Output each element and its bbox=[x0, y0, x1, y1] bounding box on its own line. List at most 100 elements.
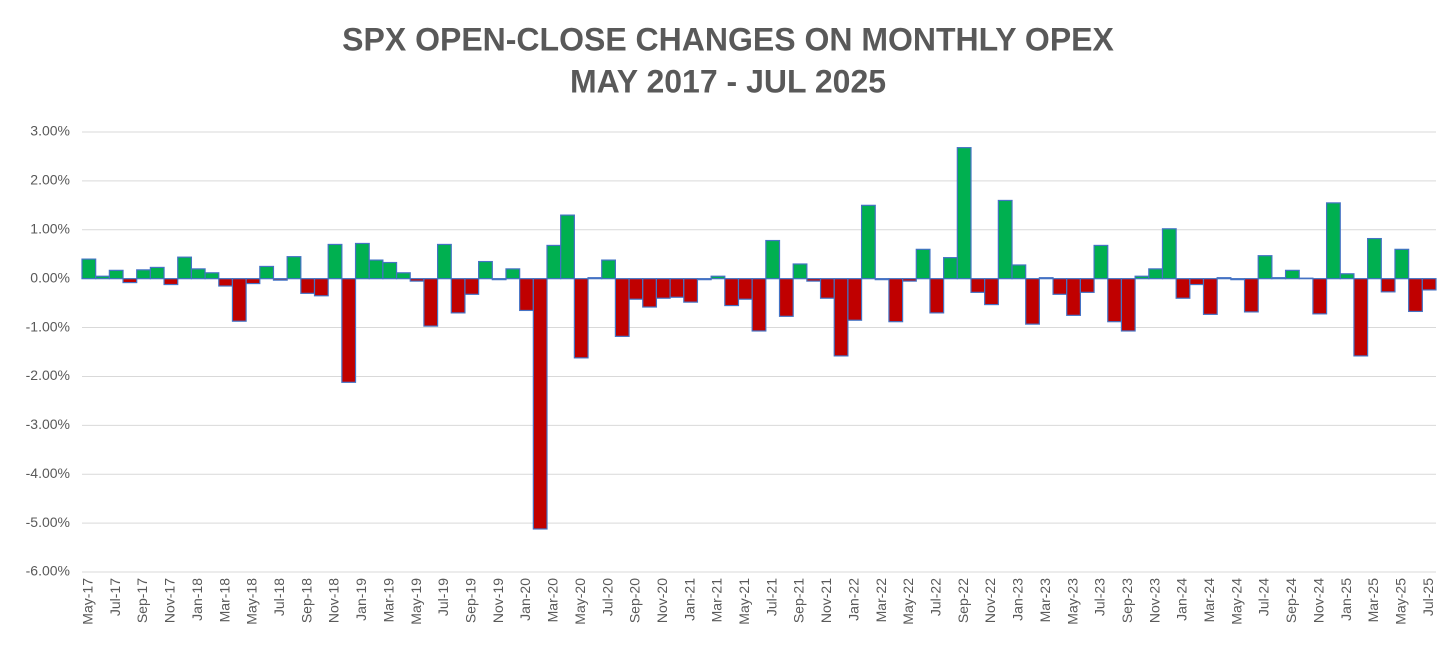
bar bbox=[573, 278, 589, 359]
bar bbox=[614, 278, 630, 337]
x-tick-label: Sep-19 bbox=[462, 578, 478, 623]
bar bbox=[1367, 237, 1382, 280]
bar bbox=[1216, 277, 1232, 280]
bar bbox=[587, 277, 603, 280]
y-tick-label: 2.00% bbox=[30, 172, 70, 188]
x-tick-label: Jan-25 bbox=[1338, 578, 1354, 621]
x-tick-label: Mar-24 bbox=[1201, 578, 1217, 623]
bar bbox=[902, 278, 917, 282]
bar bbox=[395, 272, 411, 280]
bar bbox=[259, 265, 275, 280]
bar bbox=[778, 278, 794, 317]
x-tick-label: Jul-23 bbox=[1092, 578, 1108, 616]
bar bbox=[122, 278, 138, 284]
x-tick-label: Mar-22 bbox=[873, 578, 889, 623]
bar bbox=[354, 242, 370, 280]
x-tick-label: Mar-23 bbox=[1037, 578, 1053, 623]
x-tick-label: May-17 bbox=[80, 578, 96, 625]
x-tick-label: Nov-20 bbox=[654, 578, 670, 623]
bar bbox=[696, 278, 712, 281]
bar bbox=[1025, 278, 1040, 325]
bar bbox=[1038, 277, 1054, 280]
bar bbox=[1079, 278, 1095, 293]
bar bbox=[491, 278, 507, 281]
x-tick-label: Nov-17 bbox=[162, 578, 178, 623]
bar bbox=[997, 199, 1013, 280]
bar bbox=[505, 268, 521, 280]
x-tick-label: Jan-22 bbox=[845, 578, 861, 621]
bar bbox=[149, 266, 165, 280]
bar bbox=[1134, 275, 1150, 280]
bar bbox=[1243, 278, 1259, 313]
bar bbox=[1312, 278, 1328, 315]
bar bbox=[874, 278, 890, 281]
bar bbox=[833, 278, 849, 357]
bar bbox=[669, 278, 685, 298]
bar bbox=[1421, 278, 1437, 291]
bar bbox=[765, 239, 781, 280]
bar bbox=[1189, 278, 1205, 286]
y-tick-label: 3.00% bbox=[30, 123, 70, 139]
bar bbox=[204, 272, 220, 280]
x-tick-label: May-19 bbox=[408, 578, 424, 625]
bar bbox=[136, 269, 151, 280]
x-tick-label: Sep-24 bbox=[1283, 578, 1299, 623]
bar bbox=[532, 278, 548, 530]
x-tick-label: Sep-21 bbox=[791, 578, 807, 623]
bar bbox=[436, 243, 452, 280]
bar bbox=[984, 278, 999, 306]
bar bbox=[190, 268, 206, 280]
bar bbox=[1011, 264, 1027, 280]
bar bbox=[1353, 278, 1369, 357]
x-tick-label: Nov-18 bbox=[326, 578, 342, 623]
y-tick-label: -3.00% bbox=[26, 416, 70, 432]
y-tick-label: 1.00% bbox=[30, 220, 70, 236]
x-tick-label: May-21 bbox=[736, 578, 752, 625]
bar bbox=[819, 278, 835, 299]
bar bbox=[642, 278, 658, 308]
y-tick-label: -2.00% bbox=[26, 367, 70, 383]
bar bbox=[724, 278, 740, 307]
bar bbox=[1093, 244, 1109, 280]
bar bbox=[368, 259, 384, 280]
x-tick-label: Sep-18 bbox=[298, 578, 314, 623]
x-tick-label: Mar-19 bbox=[380, 578, 396, 623]
x-tick-label: Mar-18 bbox=[216, 578, 232, 623]
x-tick-label: May-25 bbox=[1393, 578, 1409, 625]
bar bbox=[286, 256, 302, 280]
bar bbox=[546, 244, 562, 280]
x-tick-label: May-22 bbox=[900, 578, 916, 625]
bar bbox=[956, 147, 972, 280]
bar bbox=[1120, 278, 1136, 332]
bar bbox=[1284, 269, 1300, 280]
x-tick-label: Jul-20 bbox=[599, 578, 615, 616]
x-tick-label: Jan-21 bbox=[681, 578, 697, 621]
bar bbox=[1107, 278, 1123, 323]
x-tick-label: Jul-18 bbox=[271, 578, 287, 616]
bar bbox=[1394, 248, 1410, 280]
bar bbox=[683, 278, 699, 303]
x-tick-label: Nov-19 bbox=[490, 578, 506, 623]
bar bbox=[710, 275, 726, 280]
bar bbox=[915, 248, 931, 280]
bar bbox=[327, 243, 343, 280]
bar bbox=[655, 278, 671, 299]
bar bbox=[1161, 228, 1177, 280]
x-tick-label: Mar-21 bbox=[709, 578, 725, 623]
bar bbox=[450, 278, 466, 314]
bar bbox=[751, 278, 767, 332]
bar bbox=[245, 278, 261, 285]
bar bbox=[478, 260, 493, 280]
x-tick-label: Jan-20 bbox=[517, 578, 533, 621]
bar bbox=[1148, 268, 1164, 280]
x-tick-label: Jul-22 bbox=[928, 578, 944, 616]
bar bbox=[560, 214, 575, 280]
bar bbox=[382, 261, 398, 280]
y-tick-label: -4.00% bbox=[26, 465, 70, 481]
x-tick-label: Jan-19 bbox=[353, 578, 369, 621]
bar bbox=[1257, 255, 1273, 280]
bar bbox=[1339, 273, 1355, 280]
x-tick-label: Jan-18 bbox=[189, 578, 205, 621]
bar bbox=[847, 278, 863, 321]
x-tick-label: Nov-23 bbox=[1146, 578, 1162, 623]
